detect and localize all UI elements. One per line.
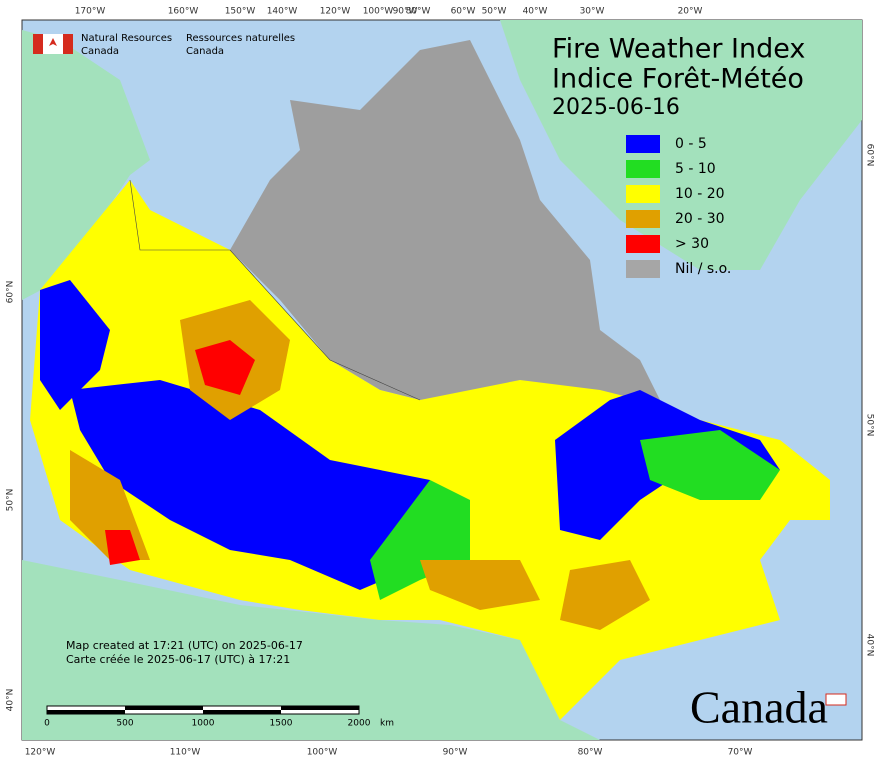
lat-label: 50°N — [865, 414, 875, 437]
lat-label: 40°N — [865, 634, 875, 657]
legend-swatch — [626, 235, 660, 253]
legend-swatch — [626, 185, 660, 203]
fwi-0-5 — [70, 380, 430, 590]
greenland — [500, 20, 862, 270]
scale-bar — [46, 705, 360, 715]
footer: Map created at 17:21 (UTC) on 2025-06-17 — [66, 639, 303, 652]
boundary — [129, 179, 421, 401]
footer: Carte créée le 2025-06-17 (UTC) à 17:21 — [66, 653, 290, 666]
fwi-20-30 — [560, 560, 650, 630]
agency-fr: Ressources naturelles — [186, 33, 295, 44]
legend-label: 10 - 20 — [675, 186, 725, 202]
lon-label: 80°W — [578, 748, 603, 758]
alaska — [22, 30, 150, 300]
scale-seg — [125, 706, 203, 710]
basemap — [22, 20, 862, 740]
legend-swatch — [626, 260, 660, 278]
lon-label: 110°W — [170, 748, 201, 758]
flag-leaf — [49, 38, 57, 46]
scale-seg — [281, 706, 359, 710]
flag-bar — [33, 34, 43, 54]
lat-label: 60°N — [6, 281, 16, 304]
scale-label: 2000 — [348, 719, 371, 729]
usa — [22, 560, 600, 740]
fwi-5-10 — [640, 430, 780, 500]
agency-en: Natural Resources — [81, 33, 172, 44]
legend-label: 20 - 30 — [675, 211, 725, 227]
lon-label: 70°W — [728, 748, 753, 758]
legend-swatch — [626, 210, 660, 228]
lon-label: 60°W — [451, 7, 476, 17]
legend-label: 0 - 5 — [675, 136, 707, 152]
scale-seg — [47, 710, 125, 714]
legend-swatch — [626, 160, 660, 178]
wordmark: Canada — [690, 682, 828, 733]
agency-fr: Canada — [186, 46, 224, 57]
fwi-20-30 — [420, 560, 540, 610]
lon-label: 140°W — [267, 7, 298, 17]
lon-label: 40°W — [523, 7, 548, 17]
legend-swatch — [626, 135, 660, 153]
scale-seg — [203, 710, 281, 714]
scale-label: 1500 — [270, 719, 293, 729]
agency-en: Canada — [81, 46, 119, 57]
wordmark-flag — [825, 693, 847, 706]
lon-label: 100°W — [363, 7, 394, 17]
lon-label: 90°W — [443, 748, 468, 758]
scale-label: 0 — [44, 719, 50, 729]
legend-label: > 30 — [675, 236, 709, 252]
fwi-0-5 — [40, 280, 110, 410]
lon-label: 20°W — [678, 7, 703, 17]
scale-label: 1000 — [192, 719, 215, 729]
lon-label: 90°W — [393, 7, 418, 17]
lon-label: 50°W — [482, 7, 507, 17]
lon-label: 150°W — [225, 7, 256, 17]
lon-label: 100°W — [307, 748, 338, 758]
lon-label: 80°W — [406, 7, 431, 17]
scale-label: km — [380, 719, 394, 729]
legend-label: 5 - 10 — [675, 161, 716, 177]
arctic-nodata — [230, 40, 660, 410]
lon-label: 170°W — [75, 7, 106, 17]
lon-label: 30°W — [580, 7, 605, 17]
legend-label: Nil / s.o. — [675, 261, 731, 277]
lat-label: 50°N — [6, 489, 16, 512]
lon-label: 160°W — [168, 7, 199, 17]
date: 2025-06-16 — [552, 95, 680, 120]
title: Fire Weather Index — [552, 34, 805, 65]
lat-label: 40°N — [6, 689, 16, 712]
scale-label: 500 — [116, 719, 133, 729]
lon-label: 120°W — [320, 7, 351, 17]
flag-bar — [63, 34, 73, 54]
fwi-gt-30 — [195, 340, 255, 395]
lon-label: 120°W — [25, 748, 56, 758]
title: Indice Forêt-Météo — [552, 64, 804, 95]
fwi-gt-30 — [105, 530, 140, 565]
nrcan-flag — [33, 34, 73, 54]
lat-label: 60°N — [865, 144, 875, 167]
